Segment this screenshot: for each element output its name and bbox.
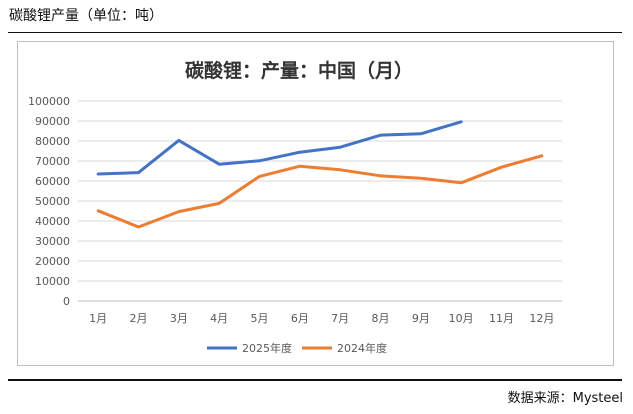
x-tick-label: 12月	[529, 312, 554, 325]
y-tick-label: 20000	[35, 255, 70, 268]
y-tick-label: 100000	[28, 95, 70, 108]
x-tick-label: 7月	[331, 312, 349, 325]
series-line-2	[96, 154, 544, 229]
y-tick-label: 70000	[35, 155, 70, 168]
source-note: 数据来源：Mysteel	[507, 391, 623, 406]
y-axis-tick-labels: 0 10000 20000 30000 40000 50000 60000 70000 8000…	[28, 95, 70, 308]
x-tick-label: 8月	[372, 312, 390, 325]
page-title: 碳酸锂产量（单位：吨）	[9, 8, 163, 24]
y-tick-label: 10000	[35, 275, 70, 288]
legend-label-1: 2025年度	[242, 341, 292, 355]
x-tick-label: 1月	[89, 312, 107, 325]
y-tick-label: 90000	[35, 115, 70, 128]
x-tick-label: 10月	[449, 312, 474, 325]
x-tick-label: 5月	[251, 312, 269, 325]
line-chart: 碳酸锂：产量：中国（月） 0 10000 20000 30000 40000 50000 6…	[28, 59, 562, 355]
series-lines	[96, 120, 544, 229]
legend-label-2: 2024年度	[337, 341, 387, 355]
x-tick-label: 4月	[210, 312, 228, 325]
series-line-1	[96, 120, 463, 176]
chart-title: 碳酸锂：产量：中国（月）	[185, 59, 413, 82]
top-divider	[8, 32, 622, 33]
x-tick-label: 3月	[170, 312, 188, 325]
bottom-divider	[8, 379, 622, 381]
x-tick-label: 11月	[489, 312, 514, 325]
chart-container: 碳酸锂：产量：中国（月） 0 10000 20000 30000 40000 50000 6…	[17, 41, 614, 366]
x-tick-label: 2月	[130, 312, 148, 325]
x-tick-label: 9月	[412, 312, 430, 325]
y-tick-label: 80000	[35, 135, 70, 148]
y-tick-label: 30000	[35, 235, 70, 248]
x-axis-tick-labels: 1月 2月 3月 4月 5月 6月 7月 8月 9月 10月 11月 12月	[89, 312, 554, 325]
y-tick-label: 50000	[35, 195, 70, 208]
y-tick-label: 0	[63, 295, 70, 308]
y-tick-label: 60000	[35, 175, 70, 188]
gridlines	[78, 100, 562, 302]
y-tick-label: 40000	[35, 215, 70, 228]
legend: 2025年度 2024年度	[207, 341, 387, 355]
x-tick-label: 6月	[291, 312, 309, 325]
